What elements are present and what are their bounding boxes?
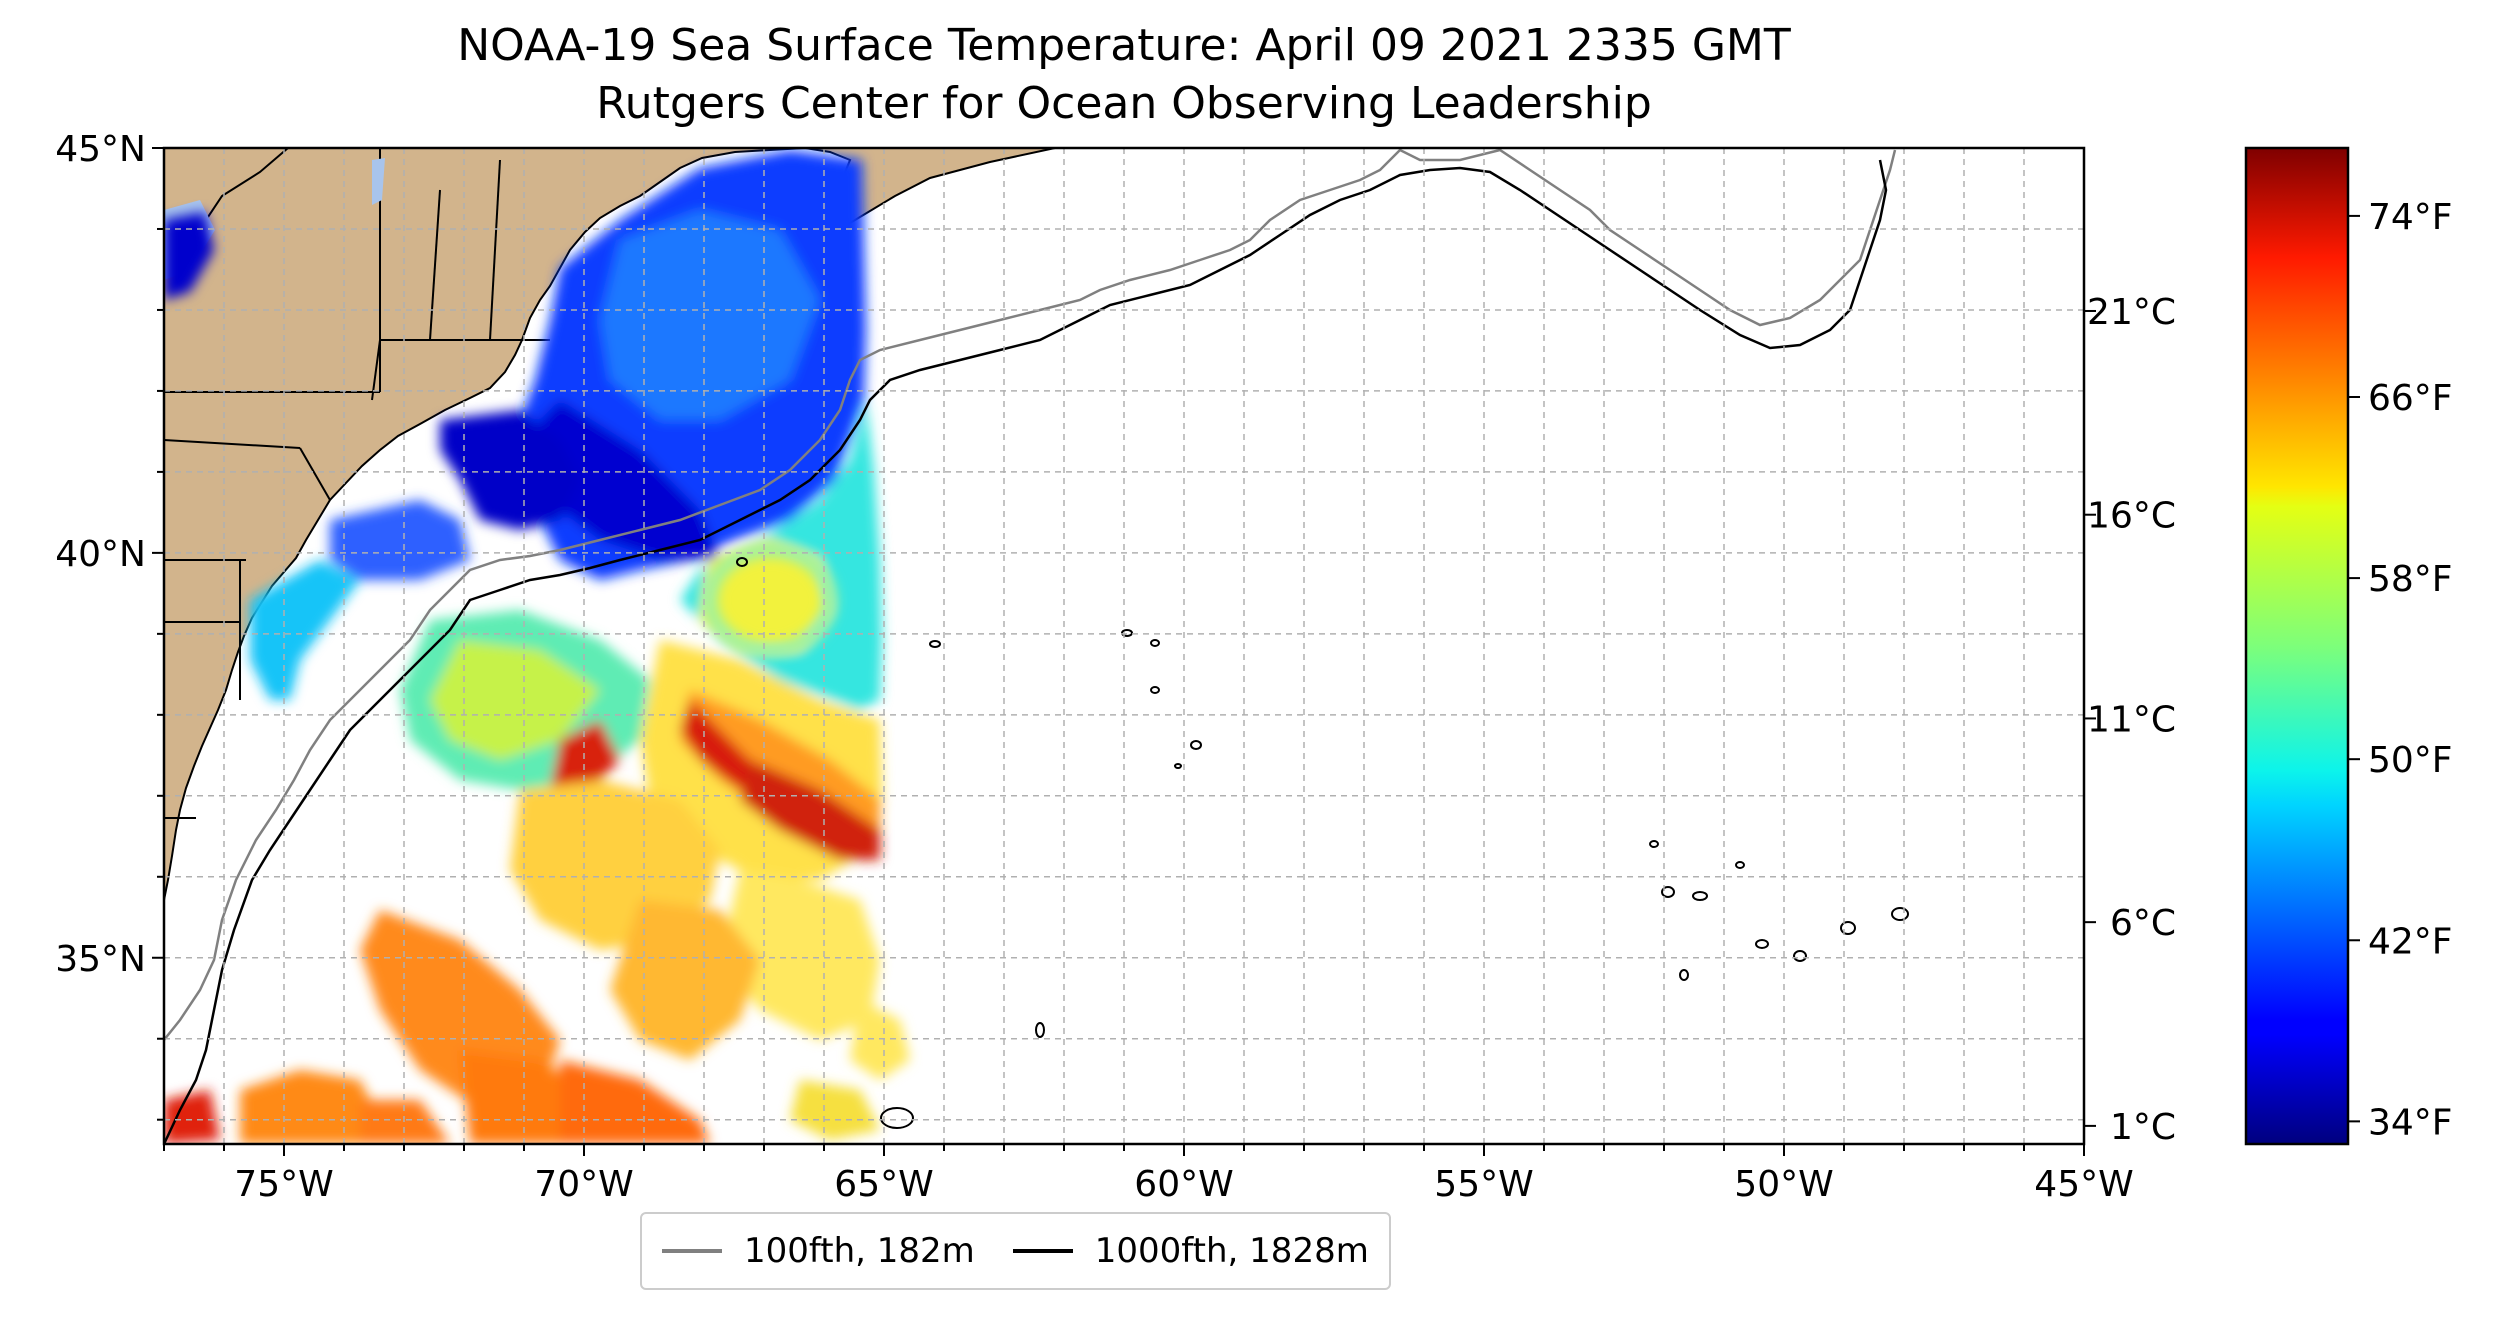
lon-tick-label: 55°W	[1434, 1164, 1533, 1205]
eddy	[703, 543, 837, 657]
colorbar-c-tick-label: 21°C	[2087, 292, 2176, 333]
lon-tick-label: 50°W	[1734, 1164, 1833, 1205]
seamounts	[736, 557, 1909, 1129]
isobath-1000fth	[164, 159, 1888, 1144]
colorbar-f-tick-label: 74°F	[2368, 197, 2453, 238]
lon-tick-label: 60°W	[1134, 1164, 1233, 1205]
legend-item-100fth: 100fth, 182m	[662, 1231, 975, 1271]
colorbar-f-tick-label: 50°F	[2368, 740, 2453, 781]
map-area[interactable]	[164, 148, 2084, 1144]
colorbar-c-tick-label: 6°C	[2110, 903, 2176, 944]
colorbar-celsius-axis: 1°C 6°C 11°C 16°C 21°C	[2084, 292, 2176, 1148]
latitude-axis: 45°N 40°N 35°N	[55, 129, 164, 1121]
legend-label-1000fth: 1000fth, 1828m	[1094, 1231, 1369, 1271]
legend-swatch-1000fth	[1012, 1249, 1073, 1253]
grid-lines	[164, 148, 2084, 1144]
legend-label-100fth: 100fth, 182m	[744, 1231, 975, 1271]
lon-tick-label: 75°W	[234, 1164, 333, 1205]
colorbar-fahrenheit-axis: 34°F 42°F 50°F 58°F 66°F 74°F	[2348, 197, 2453, 1143]
lat-tick-label: 45°N	[55, 129, 146, 170]
colorbar[interactable]	[2244, 146, 2350, 1146]
lat-tick-label: 35°N	[55, 939, 146, 980]
colorbar-c-tick-label: 1°C	[2110, 1107, 2176, 1148]
colorbar-f-tick-label: 34°F	[2368, 1102, 2453, 1143]
lat-tick-label: 40°N	[55, 534, 146, 575]
legend: 100fth, 182m 1000fth, 1828m	[640, 1212, 1391, 1290]
lon-tick-label: 45°W	[2034, 1164, 2133, 1205]
colorbar-c-tick-label: 11°C	[2087, 699, 2176, 740]
lon-tick-label: 70°W	[534, 1164, 633, 1205]
longitude-axis: 75°W 70°W 65°W 60°W 55°W 50°W 45°W	[163, 1144, 2134, 1205]
colorbar-f-tick-label: 58°F	[2368, 559, 2453, 600]
lake	[372, 158, 385, 205]
legend-swatch-100fth	[662, 1249, 722, 1253]
colorbar-c-tick-label: 16°C	[2087, 496, 2176, 537]
map-title-line1: NOAA-19 Sea Surface Temperature: April 0…	[457, 20, 1791, 71]
map-title-line2: Rutgers Center for Ocean Observing Leade…	[596, 78, 1652, 129]
colorbar-f-tick-label: 42°F	[2368, 921, 2453, 962]
legend-item-1000fth: 1000fth, 1828m	[1012, 1231, 1369, 1271]
colorbar-f-tick-label: 66°F	[2368, 378, 2453, 419]
lon-tick-label: 65°W	[834, 1164, 933, 1205]
isobath-100fth	[164, 148, 1897, 1041]
